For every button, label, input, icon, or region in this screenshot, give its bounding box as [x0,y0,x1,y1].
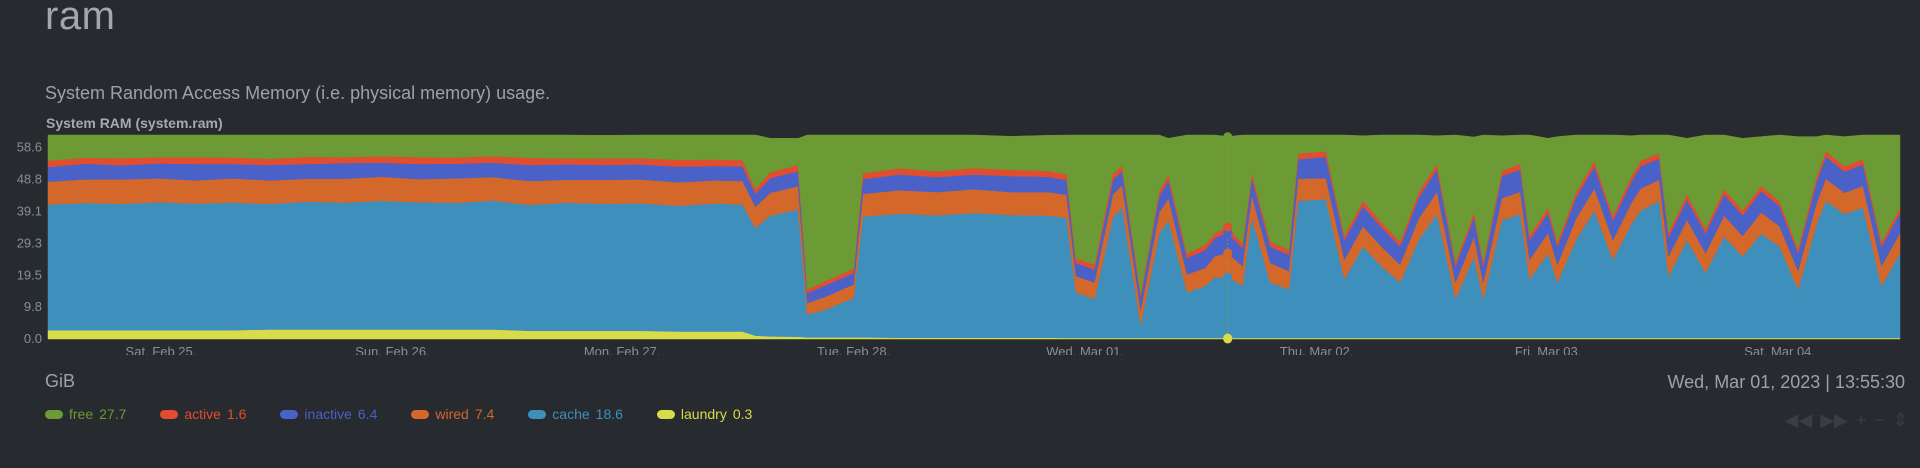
resize-icon[interactable]: ⇕ [1892,410,1908,430]
y-tick-label: 19.5 [17,267,42,282]
x-tick-label: Mon, Feb 27, [584,344,661,355]
legend-label: free [69,406,94,422]
legend-value: 6.4 [357,406,378,422]
legend-item-cache[interactable]: cache 18.6 [528,406,623,422]
legend-swatch [160,409,179,419]
y-tick-label: 48.8 [17,172,42,187]
zoom-in-icon[interactable]: + [1855,410,1867,430]
cursor-point-wired [1223,248,1233,258]
legend-swatch [45,409,63,419]
zoom-out-icon[interactable]: − [1874,410,1885,430]
y-tick-label: 9.8 [24,299,42,314]
legend-item-wired[interactable]: wired 7.4 [411,406,494,422]
legend-swatch [280,409,299,419]
x-tick-label: Tue, Feb 28, [817,344,890,355]
x-tick-label: Sun, Feb 26, [355,344,429,355]
legend-label: laundry [680,406,727,422]
legend-item-inactive[interactable]: inactive 6.4 [280,406,377,422]
pan-left-icon[interactable]: ◀◀ [1784,410,1813,430]
cursor-point-cache [1223,272,1233,282]
legend-value: 0.3 [732,406,753,422]
legend-swatch [411,409,430,419]
legend: free 27.7 active 1.6 inactive 6.4 wired 7.4 cach… [45,406,786,422]
x-tick-label: Sat, Mar 04, [1744,344,1815,355]
chart-toolbar: ◀◀ ▶▶ + − ⇕ [1785,410,1909,431]
cursor-point-free [1223,132,1233,142]
chart-description: System Random Access Memory (i.e. physic… [45,83,551,103]
legend-swatch [528,409,547,419]
legend-swatch [656,409,675,419]
y-tick-label: 39.1 [17,203,42,218]
x-tick-label: Thu, Mar 02, [1280,344,1354,355]
legend-value: 27.7 [99,406,127,422]
legend-item-active[interactable]: active 1.6 [160,406,246,422]
x-tick-label: Wed, Mar 01, [1046,344,1124,355]
legend-item-laundry[interactable]: laundry 0.3 [656,406,753,422]
series-area-free [47,134,1901,294]
legend-value: 18.6 [595,406,623,422]
x-tick-label: Sat, Feb 25, [126,344,197,355]
cursor-point-base [1223,334,1233,344]
legend-label: cache [552,406,590,422]
legend-label: wired [435,406,469,422]
pan-right-icon[interactable]: ▶▶ [1820,410,1848,430]
y-tick-label: 0.0 [24,331,42,346]
page-title: ram [45,0,116,38]
y-tick-label: 58.6 [17,140,42,155]
legend-item-free[interactable]: free 27.7 [45,406,126,422]
timestamp: Wed, Mar 01, 2023 | 13:55:30 [1667,372,1906,392]
legend-label: inactive [304,406,352,422]
x-tick-label: Fri, Mar 03, [1515,344,1581,355]
legend-value: 1.6 [226,406,247,422]
ram-area-chart[interactable]: 0.0 9.8 19.5 29.3 39.1 48.8 58.6 Sat, Feb 25, Su… [0,125,1920,355]
cursor-point-active [1223,222,1233,232]
legend-value: 7.4 [474,406,495,422]
units-label: GiB [45,371,76,391]
y-tick-label: 29.3 [17,235,42,250]
chart-name: System RAM (system.ram) [46,115,223,131]
legend-label: active [184,406,221,422]
